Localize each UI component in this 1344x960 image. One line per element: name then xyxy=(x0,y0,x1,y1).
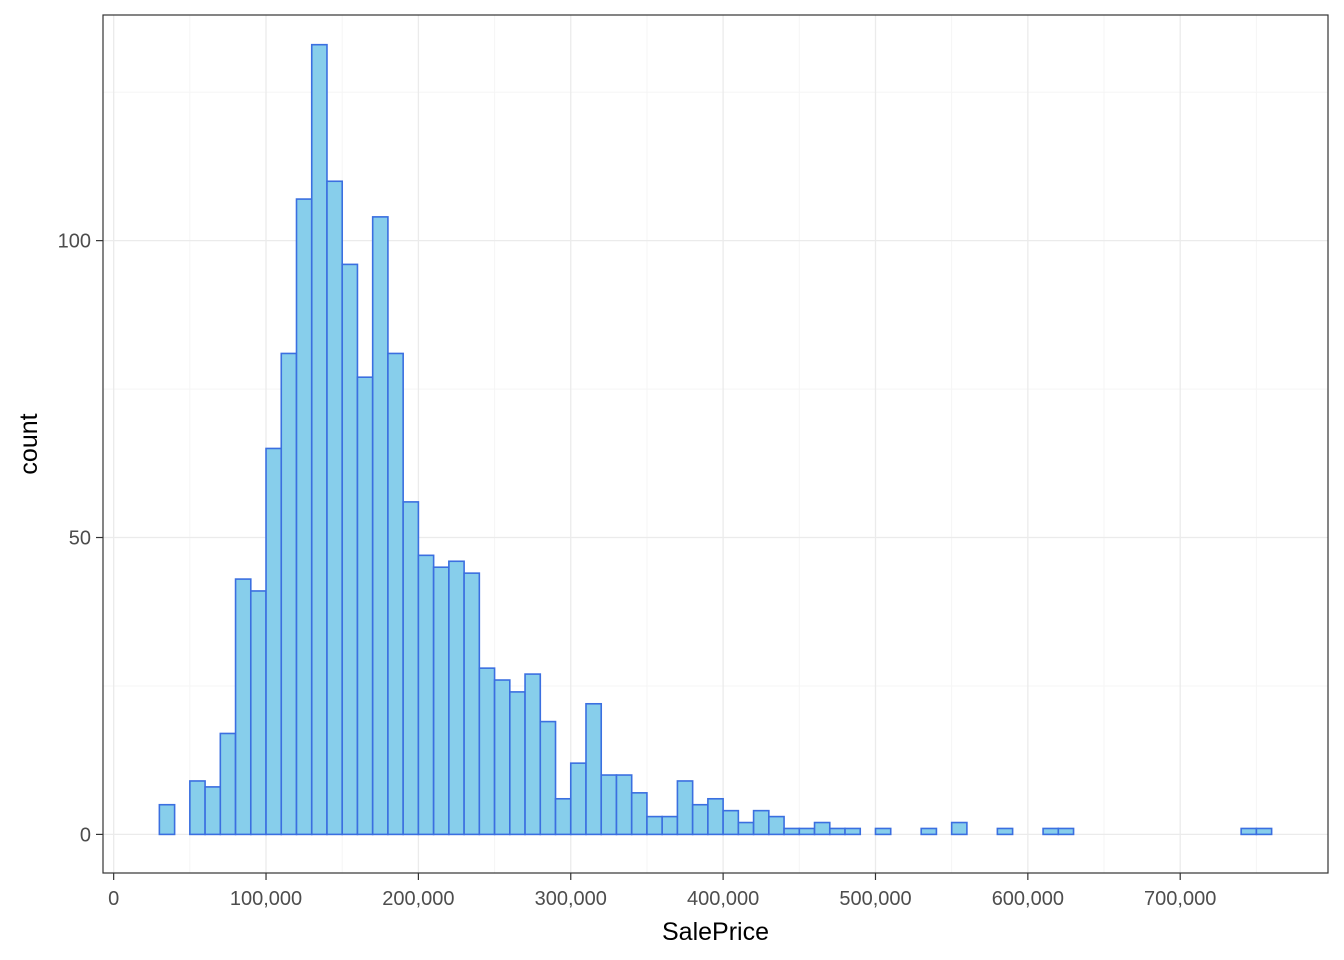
histogram-bar xyxy=(249,590,267,836)
x-tick-label: 500,000 xyxy=(839,888,911,910)
histogram-bar xyxy=(585,702,603,836)
histogram-bar xyxy=(356,376,374,836)
x-tick-label: 300,000 xyxy=(535,888,607,910)
histogram-bar xyxy=(463,572,481,836)
histogram-bar xyxy=(600,774,618,836)
histogram-bar xyxy=(844,827,862,836)
histogram-bar xyxy=(402,501,420,836)
y-axis: 0 50 100 xyxy=(58,231,103,846)
histogram-bar xyxy=(874,827,892,836)
y-tick-label: 0 xyxy=(80,824,91,846)
histogram-bar xyxy=(737,821,755,836)
histogram-bar xyxy=(448,560,465,836)
histogram-bar xyxy=(1042,827,1060,836)
x-tick-label: 0 xyxy=(108,888,119,910)
histogram-bar xyxy=(326,180,344,836)
histogram-bar xyxy=(950,821,968,836)
x-tick-label: 400,000 xyxy=(687,888,759,910)
histogram-bar xyxy=(1240,827,1258,836)
histogram-bar xyxy=(432,566,450,836)
histogram-bar xyxy=(280,352,298,836)
y-axis-title: count xyxy=(15,413,43,474)
x-axis-title: SalePrice xyxy=(662,918,769,946)
x-tick-label: 100,000 xyxy=(230,888,302,910)
x-tick-label: 200,000 xyxy=(382,888,454,910)
histogram-bar xyxy=(828,827,846,836)
histogram-bar xyxy=(158,803,176,836)
x-axis: 0 100,000 200,000 300,000 400,000 500,000 600,… xyxy=(108,873,1216,910)
histogram-bar xyxy=(341,263,359,836)
histogram-bar xyxy=(478,667,496,836)
x-tick-label: 700,000 xyxy=(1144,888,1216,910)
histogram-bar xyxy=(539,720,557,836)
histogram-bar xyxy=(204,786,222,836)
histogram-bar xyxy=(798,827,816,836)
y-tick-label: 100 xyxy=(58,231,91,253)
histogram-bar xyxy=(234,578,252,836)
histogram-bar xyxy=(768,815,785,836)
histogram-bar xyxy=(371,216,389,836)
histogram-bar xyxy=(569,762,587,836)
histogram-bar xyxy=(310,43,328,836)
histogram-bar xyxy=(691,803,709,836)
histogram-bar xyxy=(813,821,831,836)
histogram-bar xyxy=(752,809,770,836)
histogram-bar xyxy=(493,679,511,836)
histogram-bar xyxy=(783,827,801,836)
x-tick-label: 600,000 xyxy=(992,888,1064,910)
histogram-bar xyxy=(676,780,694,836)
histogram-bar xyxy=(295,198,313,836)
histogram-bar xyxy=(707,797,724,836)
histogram-bar xyxy=(615,774,633,836)
histogram-bar xyxy=(219,732,237,836)
histogram-bar xyxy=(265,447,283,836)
histogram-bar xyxy=(722,809,740,836)
histogram-bar xyxy=(417,554,435,836)
histogram-bar xyxy=(524,673,542,836)
histogram-bar xyxy=(189,780,206,836)
y-tick-label: 50 xyxy=(69,528,91,550)
histogram-bar xyxy=(1255,827,1273,836)
histogram-bar xyxy=(646,815,663,836)
panel-border xyxy=(102,14,1329,874)
histogram-bar xyxy=(387,352,404,836)
histogram-bar xyxy=(1057,827,1075,836)
histogram-bar xyxy=(996,827,1014,836)
histogram-bar xyxy=(509,691,526,836)
histogram-bars xyxy=(158,43,1273,836)
histogram-bar xyxy=(554,797,572,836)
histogram-bar xyxy=(630,792,648,836)
histogram-bar xyxy=(661,815,679,836)
histogram-bar xyxy=(920,827,938,836)
